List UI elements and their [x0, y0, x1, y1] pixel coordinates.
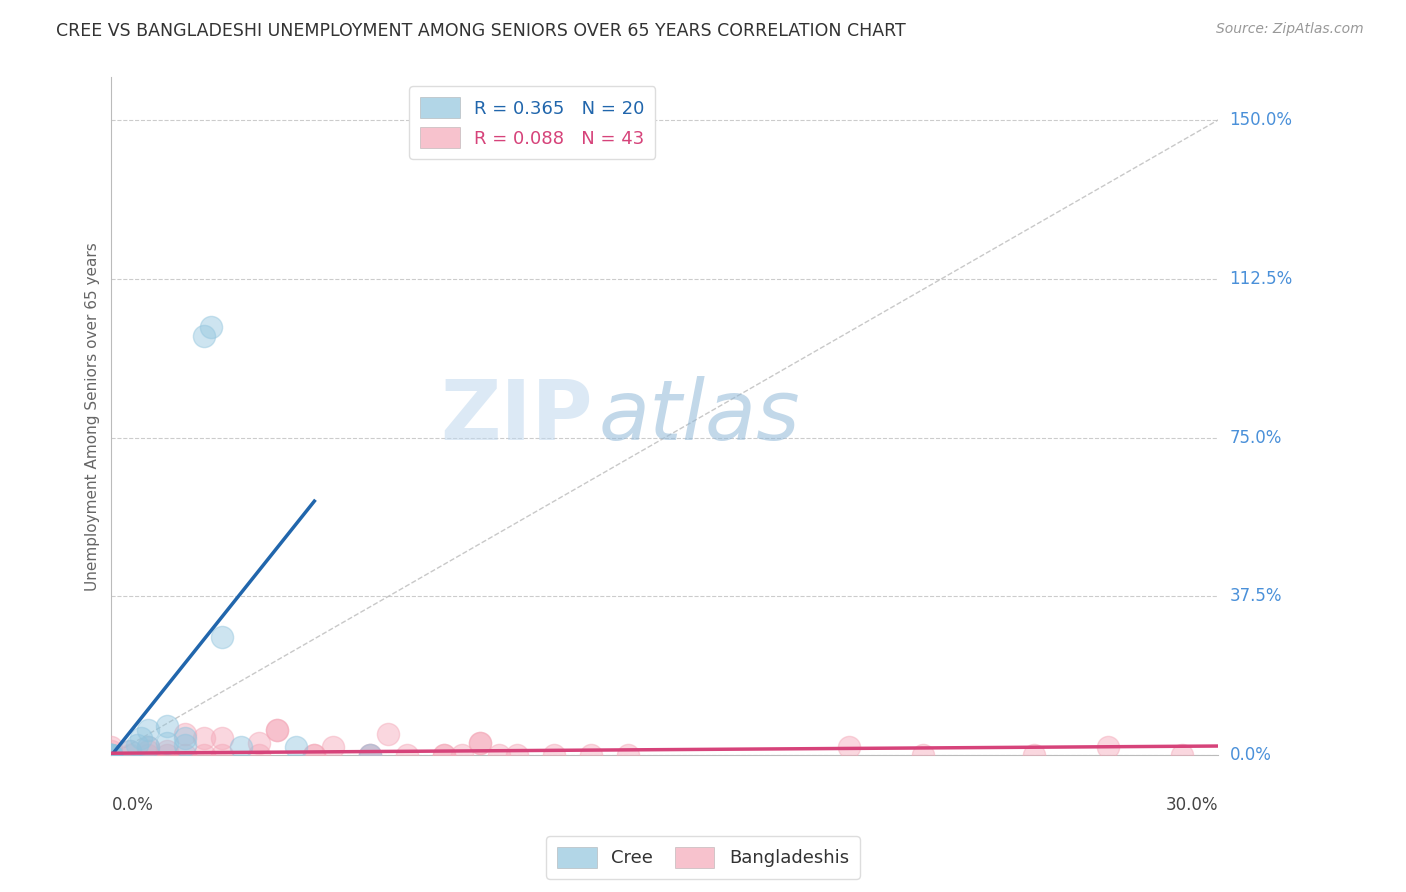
Legend: R = 0.365   N = 20, R = 0.088   N = 43: R = 0.365 N = 20, R = 0.088 N = 43 — [409, 87, 655, 159]
Text: 30.0%: 30.0% — [1166, 796, 1219, 814]
Text: atlas: atlas — [599, 376, 800, 457]
Text: 0.0%: 0.0% — [111, 796, 153, 814]
Text: 150.0%: 150.0% — [1229, 111, 1292, 128]
Text: ZIP: ZIP — [440, 376, 593, 457]
Text: 112.5%: 112.5% — [1229, 269, 1292, 288]
Y-axis label: Unemployment Among Seniors over 65 years: Unemployment Among Seniors over 65 years — [86, 242, 100, 591]
Text: Source: ZipAtlas.com: Source: ZipAtlas.com — [1216, 22, 1364, 37]
Text: 37.5%: 37.5% — [1229, 588, 1282, 606]
Text: 0.0%: 0.0% — [1229, 747, 1271, 764]
Text: CREE VS BANGLADESHI UNEMPLOYMENT AMONG SENIORS OVER 65 YEARS CORRELATION CHART: CREE VS BANGLADESHI UNEMPLOYMENT AMONG S… — [56, 22, 905, 40]
Legend: Cree, Bangladeshis: Cree, Bangladeshis — [546, 836, 860, 879]
Text: 75.0%: 75.0% — [1229, 428, 1282, 447]
